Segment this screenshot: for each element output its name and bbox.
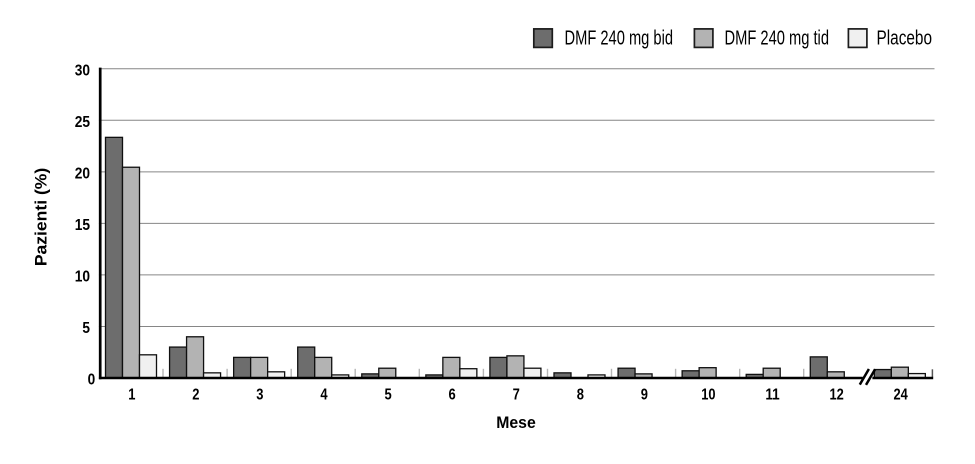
svg-text:10: 10 xyxy=(75,269,91,286)
svg-text:15: 15 xyxy=(75,217,91,234)
svg-text:Placebo: Placebo xyxy=(877,27,933,50)
svg-text:5: 5 xyxy=(385,387,392,404)
svg-text:2: 2 xyxy=(192,387,199,404)
svg-text:DMF 240 mg bid: DMF 240 mg bid xyxy=(565,27,674,50)
svg-text:10: 10 xyxy=(701,387,715,404)
svg-text:12: 12 xyxy=(829,387,843,404)
svg-text:Mese: Mese xyxy=(496,413,536,432)
svg-text:11: 11 xyxy=(765,387,779,404)
svg-text:30: 30 xyxy=(75,62,91,79)
svg-text:DMF 240 mg tid: DMF 240 mg tid xyxy=(725,27,830,50)
svg-text:3: 3 xyxy=(256,387,263,404)
svg-text:20: 20 xyxy=(75,166,91,183)
svg-text:4: 4 xyxy=(320,387,327,404)
svg-text:Pazienti (%): Pazienti (%) xyxy=(32,168,51,266)
svg-text:6: 6 xyxy=(449,387,456,404)
svg-text:8: 8 xyxy=(577,387,584,404)
svg-text:24: 24 xyxy=(893,387,907,404)
svg-text:25: 25 xyxy=(75,114,91,131)
svg-text:1: 1 xyxy=(128,387,135,404)
svg-text:0: 0 xyxy=(88,372,96,389)
svg-text:7: 7 xyxy=(513,387,520,404)
svg-text:5: 5 xyxy=(82,320,90,337)
svg-text:9: 9 xyxy=(641,387,648,404)
